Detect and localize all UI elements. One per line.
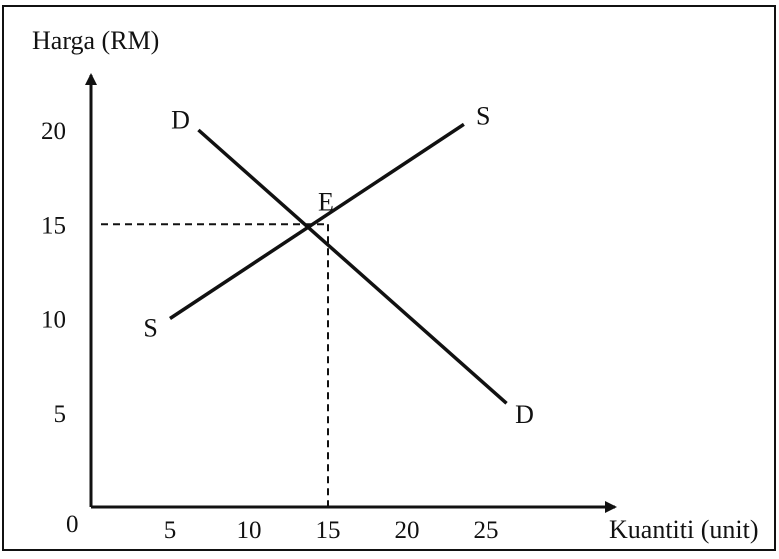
demand-curve-label: D [171, 105, 190, 134]
supply-curve-label: S [143, 313, 157, 342]
demand-curve-label: D [515, 400, 534, 429]
x-axis-title: Kuantiti (unit) [609, 515, 758, 544]
x-tick-label: 5 [164, 517, 177, 544]
curves: D D S S E [143, 102, 533, 429]
x-tick-label: 25 [474, 517, 499, 544]
x-tick-label: 10 [237, 517, 262, 544]
axes [85, 73, 617, 513]
y-tick-label: 20 [41, 118, 66, 145]
demand-curve [197, 128, 508, 405]
supply-curve [169, 122, 465, 320]
x-tick-label: 20 [395, 517, 420, 544]
y-tick-label: 10 [41, 307, 66, 334]
y-axis-title: Harga (RM) [32, 26, 159, 55]
x-tick-label: 15 [316, 517, 341, 544]
y-tick-label: 5 [54, 401, 67, 428]
tick-labels: 5 10 15 20 25 5 10 15 20 [41, 118, 499, 544]
equilibrium-guides [101, 223, 329, 507]
equilibrium-label: E [318, 187, 334, 216]
origin-label: 0 [66, 511, 79, 538]
supply-curve-label: S [476, 102, 490, 131]
y-tick-label: 15 [41, 212, 66, 239]
chart-border [2, 5, 776, 551]
